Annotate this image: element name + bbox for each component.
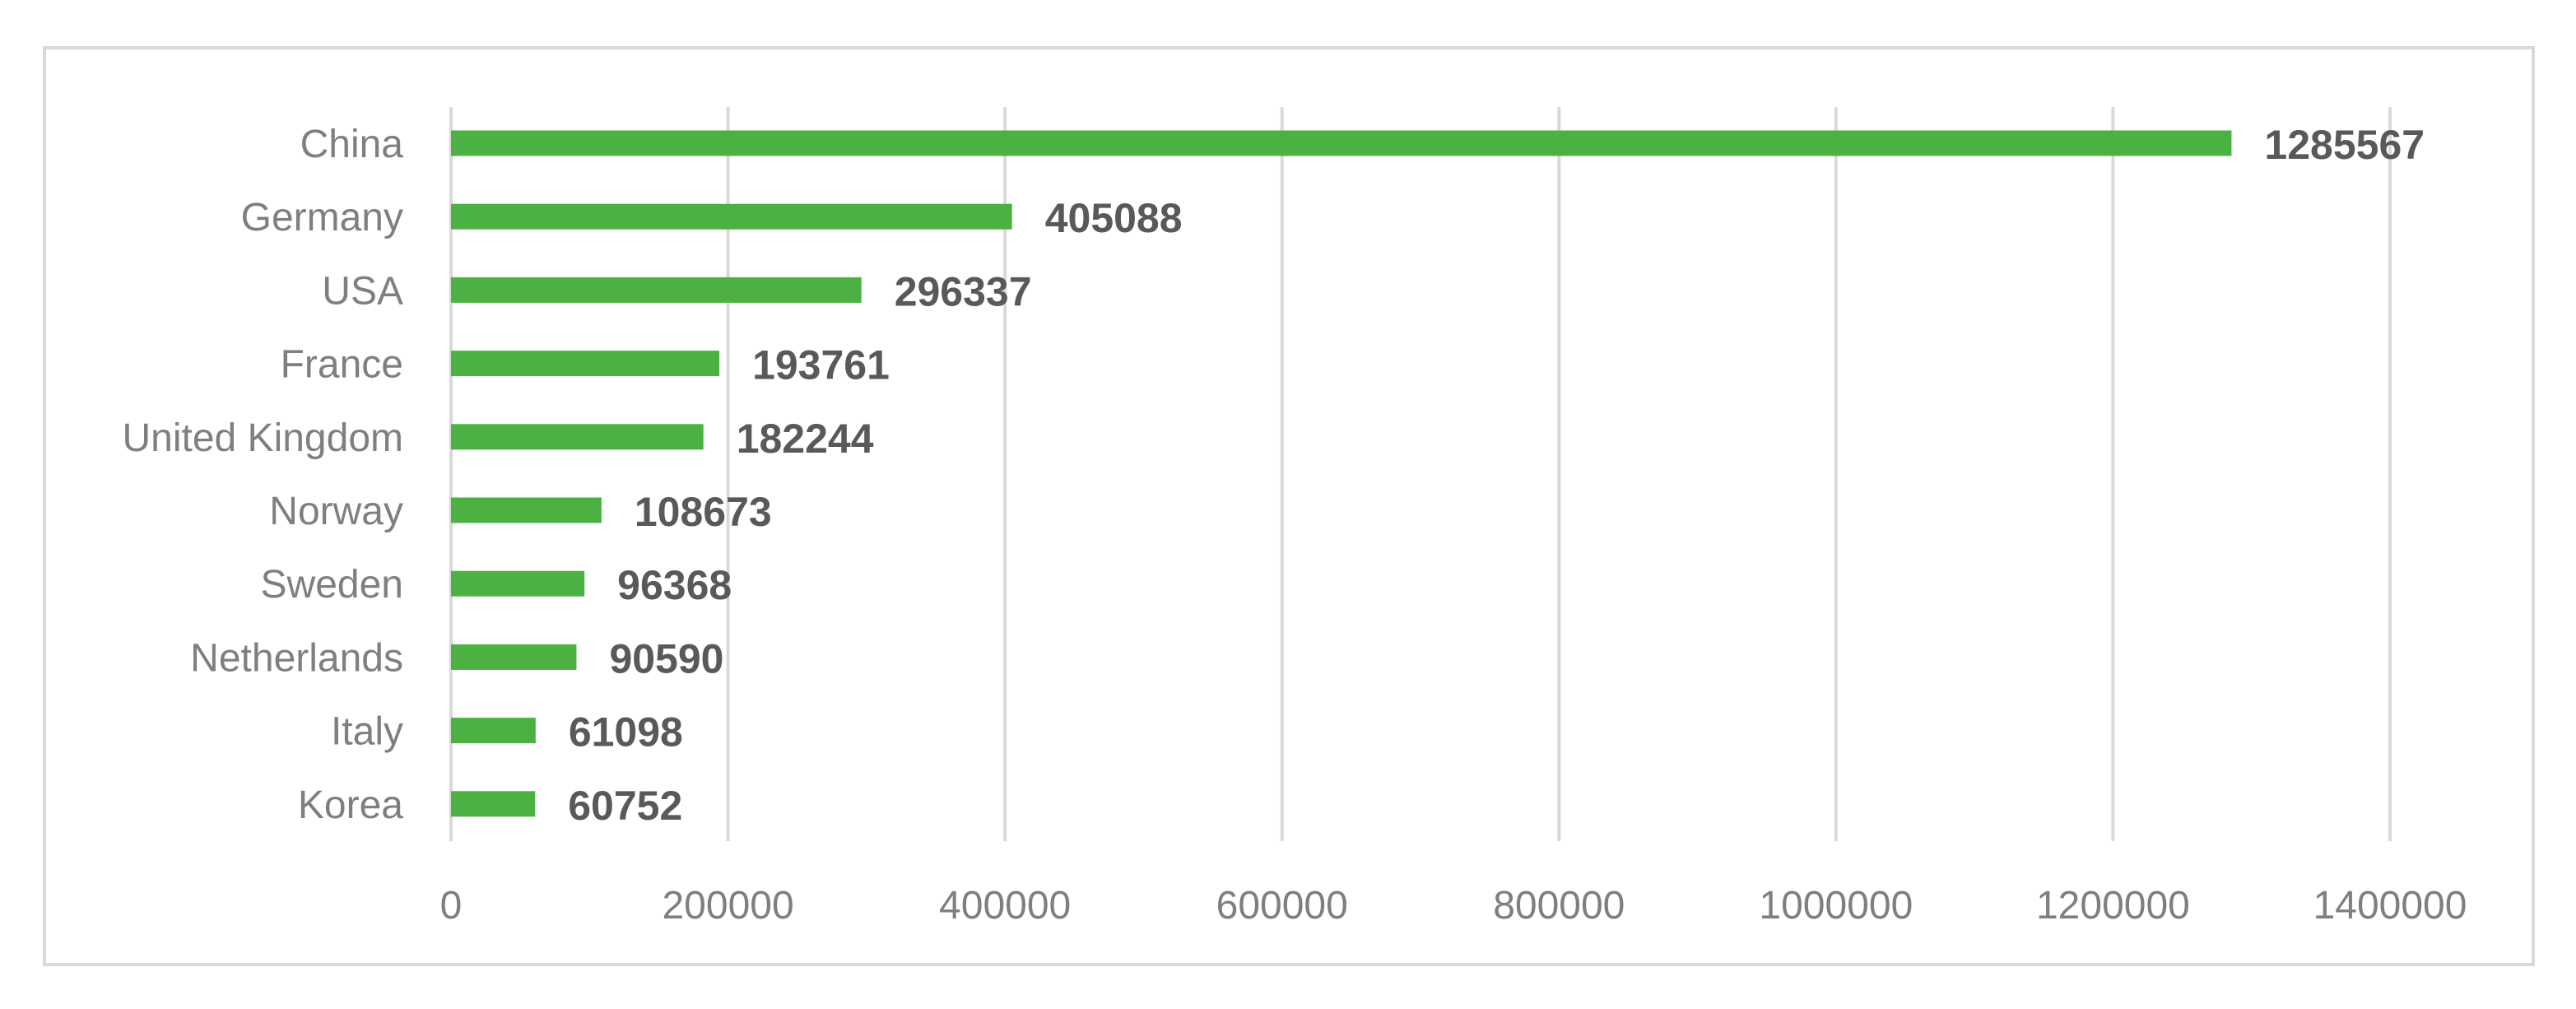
category-label: Sweden [261,563,403,607]
x-tick-label: 1400000 [2313,884,2467,928]
category-label: Korea [298,783,403,827]
bar [451,424,704,450]
data-label: 108673 [635,489,772,535]
x-tick-label: 800000 [1493,884,1625,928]
x-tick-label: 1000000 [1759,884,1913,928]
category-label: Netherlands [190,636,403,680]
category-label: France [281,343,403,387]
x-tick-label: 200000 [662,884,793,928]
bar [451,644,577,670]
data-label: 96368 [617,562,732,608]
bar [451,277,862,303]
category-label: Norway [269,490,403,533]
bars [451,130,2232,817]
x-tick-label: 0 [440,884,463,928]
category-label: USA [322,269,403,313]
data-label: 60752 [568,783,682,829]
bar [451,497,602,523]
bar [451,351,720,377]
bar [451,130,2232,156]
data-label: 193761 [752,342,890,388]
x-axis-tick-labels: 0 200000 400000 600000 800000 1000000 1200000 1… [440,884,2467,928]
data-label: 90590 [609,635,723,681]
category-labels: China Germany USA France United Kingdom Norwa… [122,123,403,827]
data-label: 1285567 [2264,122,2425,168]
bar [451,718,536,744]
data-label: 296337 [895,268,1032,314]
data-label: 405088 [1045,195,1183,241]
bar [451,791,536,817]
category-label: China [300,123,404,166]
data-label: 61098 [569,709,683,756]
category-label: Italy [331,710,403,754]
category-label: United Kingdom [122,416,403,460]
bar [451,203,1012,230]
category-label: Germany [241,196,403,239]
x-tick-label: 400000 [939,884,1071,928]
x-tick-label: 1200000 [2036,884,2190,928]
x-tick-label: 600000 [1216,884,1348,928]
data-label: 182244 [737,416,874,462]
bar [451,570,585,597]
